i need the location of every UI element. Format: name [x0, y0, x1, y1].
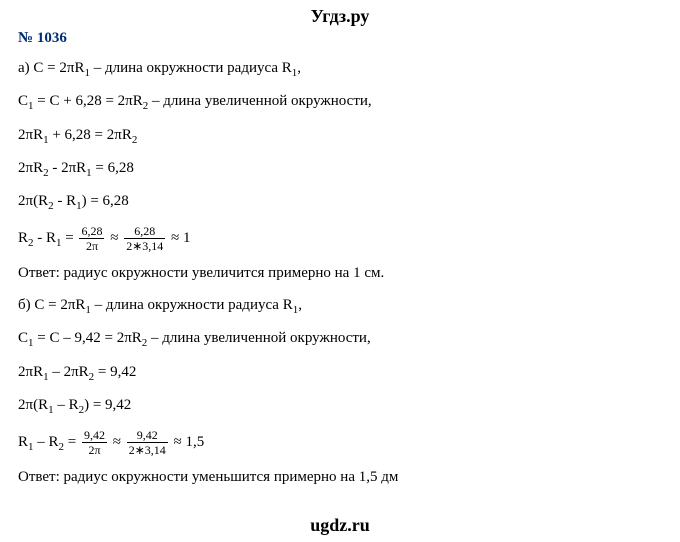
text: 2π(R [18, 397, 48, 413]
text: , [298, 297, 302, 313]
text: б) C = 2πR [18, 297, 85, 313]
numerator: 9,42 [82, 429, 107, 443]
text: = [62, 230, 78, 246]
fraction: 9,422π [82, 429, 107, 456]
text: 2π(R [18, 193, 48, 209]
denominator: 2π [82, 443, 107, 456]
text: ≈ [106, 230, 122, 246]
line-a6: R2 - R1 = 6,282π ≈ 6,282∗3,14 ≈ 1 [18, 225, 662, 252]
text: – 2πR [49, 364, 89, 380]
text: ) = 6,28 [82, 193, 129, 209]
denominator: 2π [79, 239, 104, 252]
text: 2πR [18, 160, 43, 176]
line-a1: а) C = 2πR1 – длина окружности радиуса R… [18, 59, 662, 80]
text: - 2πR [49, 160, 87, 176]
text: - R [54, 193, 77, 209]
text: – длина окружности радиуса R [90, 60, 292, 76]
numerator: 6,28 [124, 225, 165, 239]
text: ≈ 1 [167, 230, 190, 246]
numerator: 6,28 [79, 225, 104, 239]
line-b1: б) C = 2πR1 – длина окружности радиуса R… [18, 296, 662, 317]
line-b3: 2πR1 – 2πR2 = 9,42 [18, 363, 662, 384]
text: R [18, 230, 28, 246]
fraction: 9,422∗3,14 [127, 429, 168, 456]
text: - R [34, 230, 57, 246]
fraction: 6,282π [79, 225, 104, 252]
line-a2: C1 = C + 6,28 = 2πR2 – длина увеличенной… [18, 92, 662, 113]
line-a4: 2πR2 - 2πR1 = 6,28 [18, 159, 662, 180]
line-b2: C1 = C – 9,42 = 2πR2 – длина увеличенной… [18, 329, 662, 350]
text: – R [54, 397, 79, 413]
text: – длина окружности радиуса R [91, 297, 293, 313]
line-a3: 2πR1 + 6,28 = 2πR2 [18, 126, 662, 147]
text: ≈ [109, 434, 125, 450]
watermark-top: Угдз.ру [0, 6, 680, 27]
text: = [64, 434, 80, 450]
text: R [18, 434, 28, 450]
line-b6: Ответ: радиус окружности уменьшится прим… [18, 468, 662, 488]
text: – длина увеличенной окружности, [147, 330, 370, 346]
text: + 6,28 = 2πR [49, 127, 132, 143]
watermark-bottom: ugdz.ru [0, 515, 680, 536]
line-b4: 2π(R1 – R2) = 9,42 [18, 396, 662, 417]
text: = C – 9,42 = 2πR [34, 330, 142, 346]
text: 2πR [18, 364, 43, 380]
denominator: 2∗3,14 [124, 239, 165, 252]
subscript: 2 [132, 134, 138, 146]
line-a5: 2π(R2 - R1) = 6,28 [18, 192, 662, 213]
text: ) = 9,42 [84, 397, 131, 413]
text: = C + 6,28 = 2πR [34, 93, 143, 109]
document-content: № 1036 а) C = 2πR1 – длина окружности ра… [18, 30, 662, 488]
text: , [297, 60, 301, 76]
text: C [18, 330, 28, 346]
text: а) C = 2πR [18, 60, 84, 76]
problem-heading: № 1036 [18, 30, 662, 47]
denominator: 2∗3,14 [127, 443, 168, 456]
text: ≈ 1,5 [170, 434, 204, 450]
text: C [18, 93, 28, 109]
text: = 6,28 [92, 160, 134, 176]
text: = 9,42 [94, 364, 136, 380]
text: – R [34, 434, 59, 450]
fraction: 6,282∗3,14 [124, 225, 165, 252]
numerator: 9,42 [127, 429, 168, 443]
text: – длина увеличенной окружности, [148, 93, 371, 109]
text: 2πR [18, 127, 43, 143]
line-b5: R1 – R2 = 9,422π ≈ 9,422∗3,14 ≈ 1,5 [18, 429, 662, 456]
line-a7: Ответ: радиус окружности увеличится прим… [18, 264, 662, 284]
